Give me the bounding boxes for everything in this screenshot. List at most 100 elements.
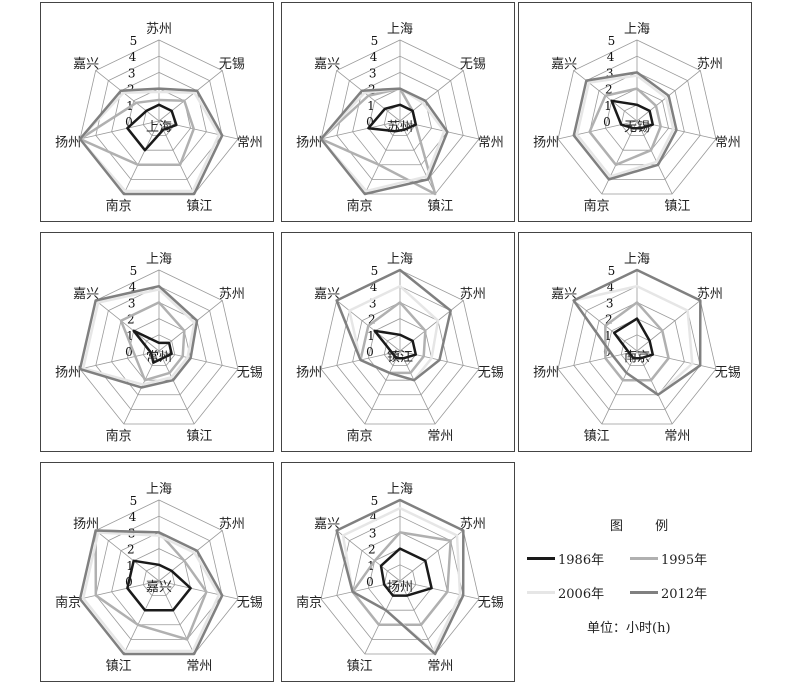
- tick-label: 2: [368, 543, 376, 557]
- axis-label: 嘉兴: [73, 287, 99, 302]
- axis-label: 南京: [106, 428, 132, 444]
- series-1986年: [367, 103, 418, 133]
- legend-label: 2012年: [661, 587, 708, 602]
- center-city-label: 常州: [146, 350, 172, 365]
- axis-label: 嘉兴: [73, 57, 99, 72]
- axis-line: [601, 350, 638, 425]
- axis-label: 镇江: [664, 199, 690, 214]
- axis-label: 苏州: [460, 286, 486, 302]
- grid-ring: [111, 301, 207, 396]
- tick-label: 1: [604, 329, 612, 343]
- axis-line: [399, 580, 480, 600]
- axis-label: 上海: [387, 252, 413, 267]
- axis-label: 苏州: [219, 516, 245, 532]
- axis-line: [158, 70, 223, 122]
- series-1986年: [612, 317, 655, 360]
- grid-ring: [336, 515, 464, 640]
- center-city-label: 无锡: [624, 120, 650, 135]
- grid-ring: [95, 55, 223, 180]
- axis-label: 南京: [584, 198, 610, 214]
- series-1986年: [126, 103, 178, 152]
- tick-label: 3: [606, 296, 614, 310]
- series-2012年: [572, 71, 678, 181]
- series-2012年: [319, 87, 449, 196]
- axis-label: 嘉兴: [551, 57, 577, 72]
- tick-label: 4: [370, 50, 378, 64]
- tick-label: 3: [606, 66, 614, 80]
- tick-label: 3: [128, 296, 136, 310]
- axis-line: [158, 530, 223, 582]
- legend-label: 2006年: [558, 587, 605, 602]
- axis-line: [557, 350, 638, 370]
- axis-label: 苏州: [697, 56, 723, 72]
- tick-label: 1: [126, 329, 134, 343]
- tick-label: 2: [368, 313, 376, 327]
- tick-label: 2: [605, 83, 613, 97]
- axis-line: [95, 70, 160, 122]
- legend-swatch: [527, 591, 555, 594]
- legend-item-2006: 2006年: [527, 583, 604, 602]
- axis-label: 嘉兴: [551, 287, 577, 302]
- axis-label: 嘉兴: [314, 517, 340, 532]
- axis-line: [636, 350, 673, 425]
- radar-chart-6: 上海 苏州 无锡 常州 镇江 扬州 嘉兴 0 1 2 3 4 5 南京: [518, 232, 752, 452]
- axis-label: 苏州: [146, 21, 172, 37]
- axis-line: [399, 580, 436, 655]
- legend-item-2012: 2012年: [630, 583, 707, 602]
- tick-label: 1: [604, 99, 612, 113]
- axis-label: 无锡: [237, 596, 263, 611]
- tick-label: 2: [127, 313, 135, 327]
- axis-label: 镇江: [427, 199, 453, 214]
- radar-chart-4: 上海 苏州 无锡 镇江 南京 扬州 嘉兴 0 1 2 3 4 5 常州: [40, 232, 274, 452]
- axis-line: [320, 120, 401, 140]
- axis-line: [399, 530, 464, 582]
- legend-label: 1995年: [661, 553, 708, 568]
- center-city-label: 苏州: [387, 119, 413, 135]
- tick-label: 0: [603, 115, 611, 129]
- axis-label: 镇江: [106, 659, 132, 674]
- tick-label: 5: [371, 264, 379, 278]
- grid-ring: [320, 269, 480, 425]
- series-1995年: [588, 87, 662, 167]
- grid-ring: [604, 88, 670, 151]
- series-1986年: [373, 329, 418, 360]
- tick-label: 0: [125, 115, 133, 129]
- tick-label: 4: [370, 280, 378, 294]
- tick-label: 5: [608, 34, 616, 48]
- grid-ring: [557, 269, 717, 425]
- grid-ring: [589, 301, 685, 396]
- series-1995年: [359, 301, 427, 375]
- tick-label: 5: [608, 264, 616, 278]
- axis-line: [158, 120, 195, 195]
- axis-label: 无锡: [219, 57, 245, 72]
- axis-line: [601, 120, 638, 195]
- axis-label: 嘉兴: [314, 287, 340, 302]
- axis-label: 无锡: [478, 596, 504, 611]
- tick-label: 3: [128, 66, 136, 80]
- legend-title: 图 例: [610, 519, 683, 534]
- axis-label: 常州: [715, 136, 741, 151]
- legend-item-1986: 1986年: [527, 549, 604, 568]
- axis-label: 常州: [664, 429, 690, 444]
- grid-ring: [142, 334, 176, 366]
- axis-line: [636, 350, 717, 370]
- axis-line: [123, 120, 160, 195]
- legend: 图 例 1986年 1995年 2006年 2012年 单位：小时(h): [525, 505, 745, 645]
- series-2012年: [78, 529, 224, 656]
- axis-line: [364, 580, 401, 655]
- legend-label: 1986年: [558, 553, 605, 568]
- axis-label: 常州: [478, 136, 504, 151]
- axis-line: [399, 70, 464, 122]
- axis-label: 南京: [55, 595, 81, 611]
- tick-label: 4: [129, 280, 137, 294]
- radar-chart-2: 上海 无锡 常州 镇江 南京 扬州 嘉兴 0 1 2 3 4 5 苏州: [281, 2, 515, 222]
- axis-label: 上海: [146, 482, 172, 497]
- axis-label: 镇江: [584, 429, 610, 444]
- tick-label: 0: [603, 345, 611, 359]
- axis-line: [320, 580, 401, 600]
- grid-ring: [320, 499, 480, 655]
- series-1995年: [119, 301, 186, 382]
- series-2012年: [572, 268, 702, 397]
- axis-label: 南京: [106, 198, 132, 214]
- axis-line: [364, 120, 401, 195]
